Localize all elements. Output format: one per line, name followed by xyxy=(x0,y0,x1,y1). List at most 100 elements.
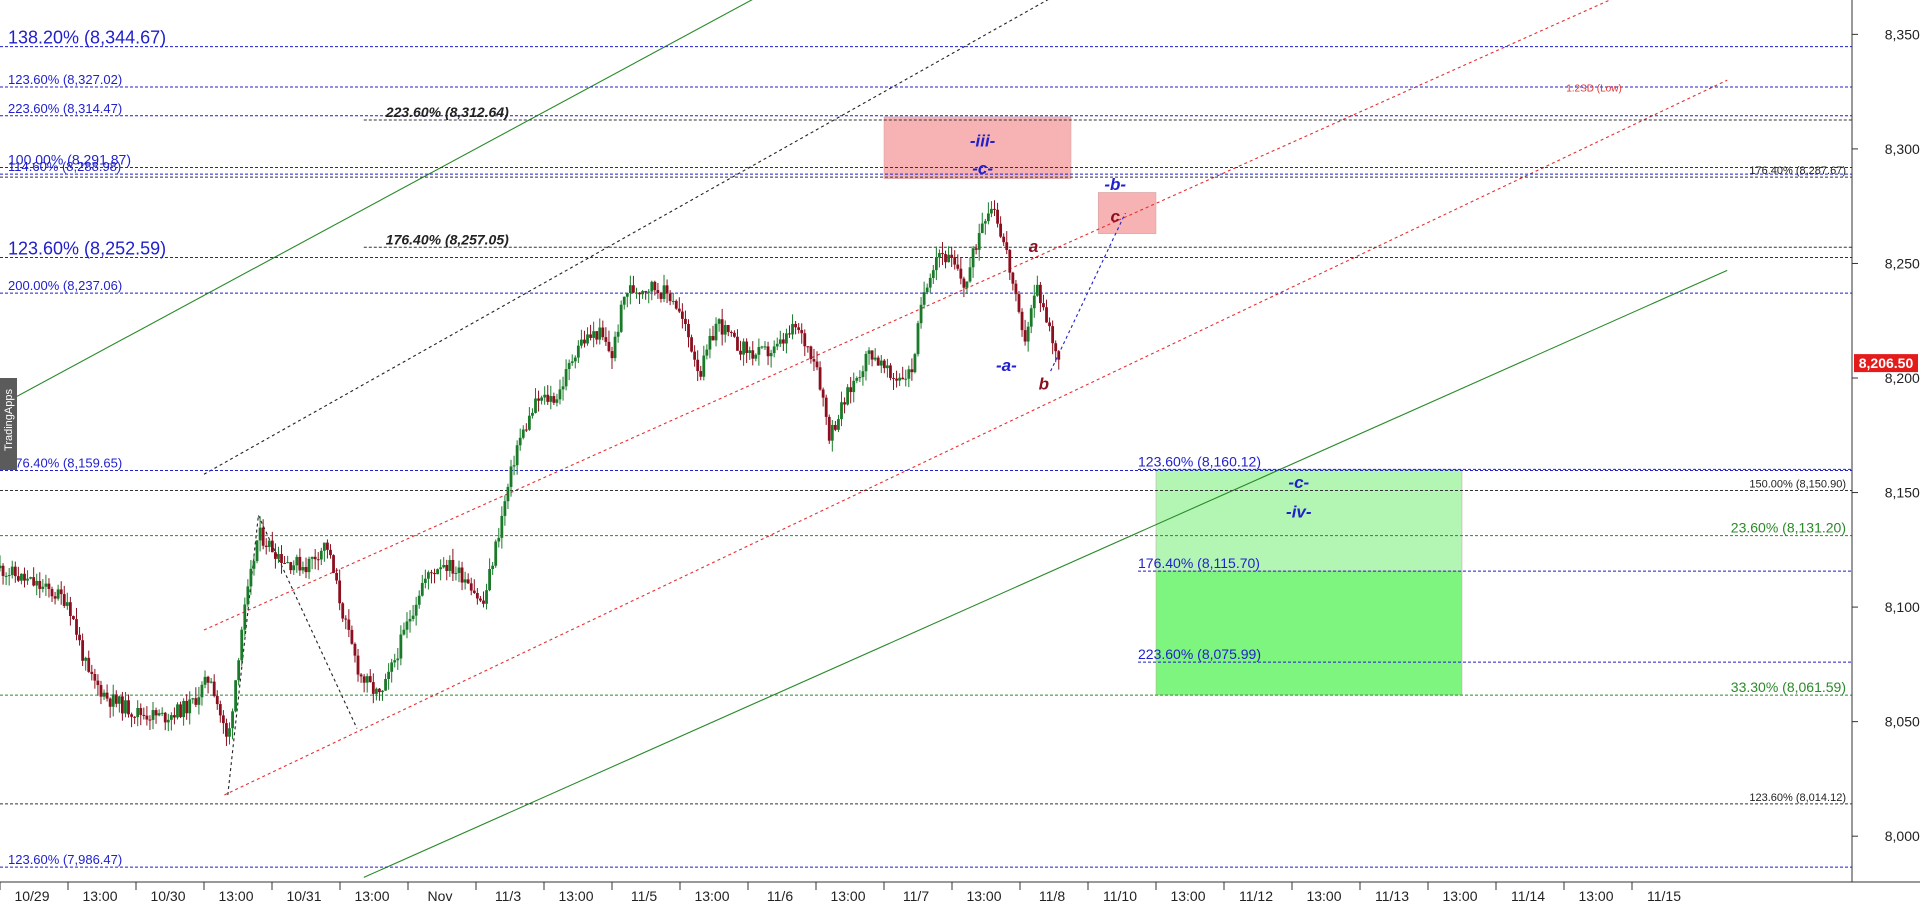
candle-body xyxy=(307,558,311,573)
candle-body xyxy=(163,712,167,723)
candle-body xyxy=(479,598,482,601)
candle-body xyxy=(613,336,617,359)
candle-body xyxy=(598,327,602,340)
candle-body xyxy=(491,565,495,570)
candle-body xyxy=(1026,326,1030,342)
level-label: 200.00% (8,237.06) xyxy=(8,278,122,293)
candle-body xyxy=(258,527,262,541)
candle-body xyxy=(775,343,779,347)
candle-body xyxy=(1032,295,1036,309)
y-tick-label: 8,150.00 xyxy=(1885,485,1920,501)
candle-body xyxy=(827,416,831,441)
candle-body xyxy=(876,357,880,366)
level-label: 123.60% (7,986.47) xyxy=(8,852,122,867)
candle-body xyxy=(950,254,954,258)
candle-body xyxy=(228,728,231,737)
candle-body xyxy=(726,325,730,333)
wave-labels-layer: -iii- -c- -b-c a -a-b -c- -iv- 1.2SD (Low) xyxy=(970,84,1622,522)
candle-body xyxy=(607,341,611,352)
candle-body xyxy=(720,319,724,335)
candle-body xyxy=(374,688,378,694)
candle-body xyxy=(677,308,681,312)
candle-body xyxy=(665,285,669,294)
candle-body xyxy=(610,351,614,359)
candle-body xyxy=(699,371,703,377)
candle-body xyxy=(549,396,553,402)
candle-body xyxy=(604,337,608,342)
candle-body xyxy=(191,698,195,700)
candle-body xyxy=(1035,284,1039,296)
candle-body xyxy=(561,386,565,390)
candle-body xyxy=(971,248,975,268)
candle-body xyxy=(748,350,752,353)
candle-body xyxy=(785,333,788,344)
candle-body xyxy=(812,359,816,362)
candle-body xyxy=(65,602,69,606)
candle-body xyxy=(858,377,862,379)
x-tick-label: 13:00 xyxy=(1578,888,1613,904)
candle-body xyxy=(956,264,960,269)
candle-body xyxy=(283,563,286,565)
candle-body xyxy=(830,424,834,441)
candle-body xyxy=(166,719,170,723)
candle-body xyxy=(197,697,201,705)
level-label: 23.60% (8,131.20) xyxy=(1731,520,1846,536)
candle-body xyxy=(215,695,219,705)
candle-body xyxy=(974,248,978,250)
candle-body xyxy=(326,542,329,550)
candle-body xyxy=(252,561,256,569)
candle-body xyxy=(381,690,384,693)
candle-body xyxy=(846,387,850,405)
candle-body xyxy=(439,567,443,570)
candle-body xyxy=(647,291,651,293)
candle-body xyxy=(693,351,697,360)
candle-body xyxy=(882,360,886,369)
candle-body xyxy=(335,572,338,581)
candle-body xyxy=(436,569,439,575)
zones-layer xyxy=(883,116,1463,696)
candle-body xyxy=(632,285,635,293)
candle-body xyxy=(962,278,966,288)
candle-body xyxy=(108,698,112,707)
candle-body xyxy=(797,327,801,331)
candle-body xyxy=(916,323,920,355)
candle-body xyxy=(941,253,944,255)
candle-body xyxy=(527,415,531,430)
candle-body xyxy=(221,715,225,724)
candle-body xyxy=(509,466,513,487)
candle-body xyxy=(806,346,810,348)
candle-body xyxy=(931,270,935,278)
candle-body xyxy=(543,394,547,398)
candle-body xyxy=(546,394,550,402)
candle-body xyxy=(1057,351,1061,360)
candle-body xyxy=(641,291,644,295)
candle-body xyxy=(524,429,528,431)
candle-body xyxy=(264,545,268,547)
candle-body xyxy=(925,287,929,293)
candle-body xyxy=(47,583,51,590)
candle-body xyxy=(576,345,580,358)
candle-body xyxy=(864,353,868,372)
candle-body xyxy=(622,296,626,305)
candle-body xyxy=(659,292,663,299)
candle-body xyxy=(696,359,700,372)
candle-body xyxy=(1048,322,1051,327)
candle-body xyxy=(16,576,20,581)
candle-body xyxy=(684,318,687,325)
candle-body xyxy=(448,560,452,571)
candle-body xyxy=(855,378,859,381)
candle-body xyxy=(148,719,152,721)
candle-body xyxy=(62,594,66,606)
candle-body xyxy=(628,285,632,294)
candle-body xyxy=(463,579,467,583)
watermark: TradingApps xyxy=(0,378,17,470)
candle-body xyxy=(638,292,641,295)
candle-body xyxy=(580,339,583,346)
candle-body xyxy=(907,369,911,379)
level-label: 176.40% (8,287.67) xyxy=(1749,165,1846,177)
wave-label: -iii- xyxy=(970,132,996,151)
candle-body xyxy=(497,537,501,542)
candle-body xyxy=(362,676,366,683)
zone-iii-c-box xyxy=(883,116,1072,179)
